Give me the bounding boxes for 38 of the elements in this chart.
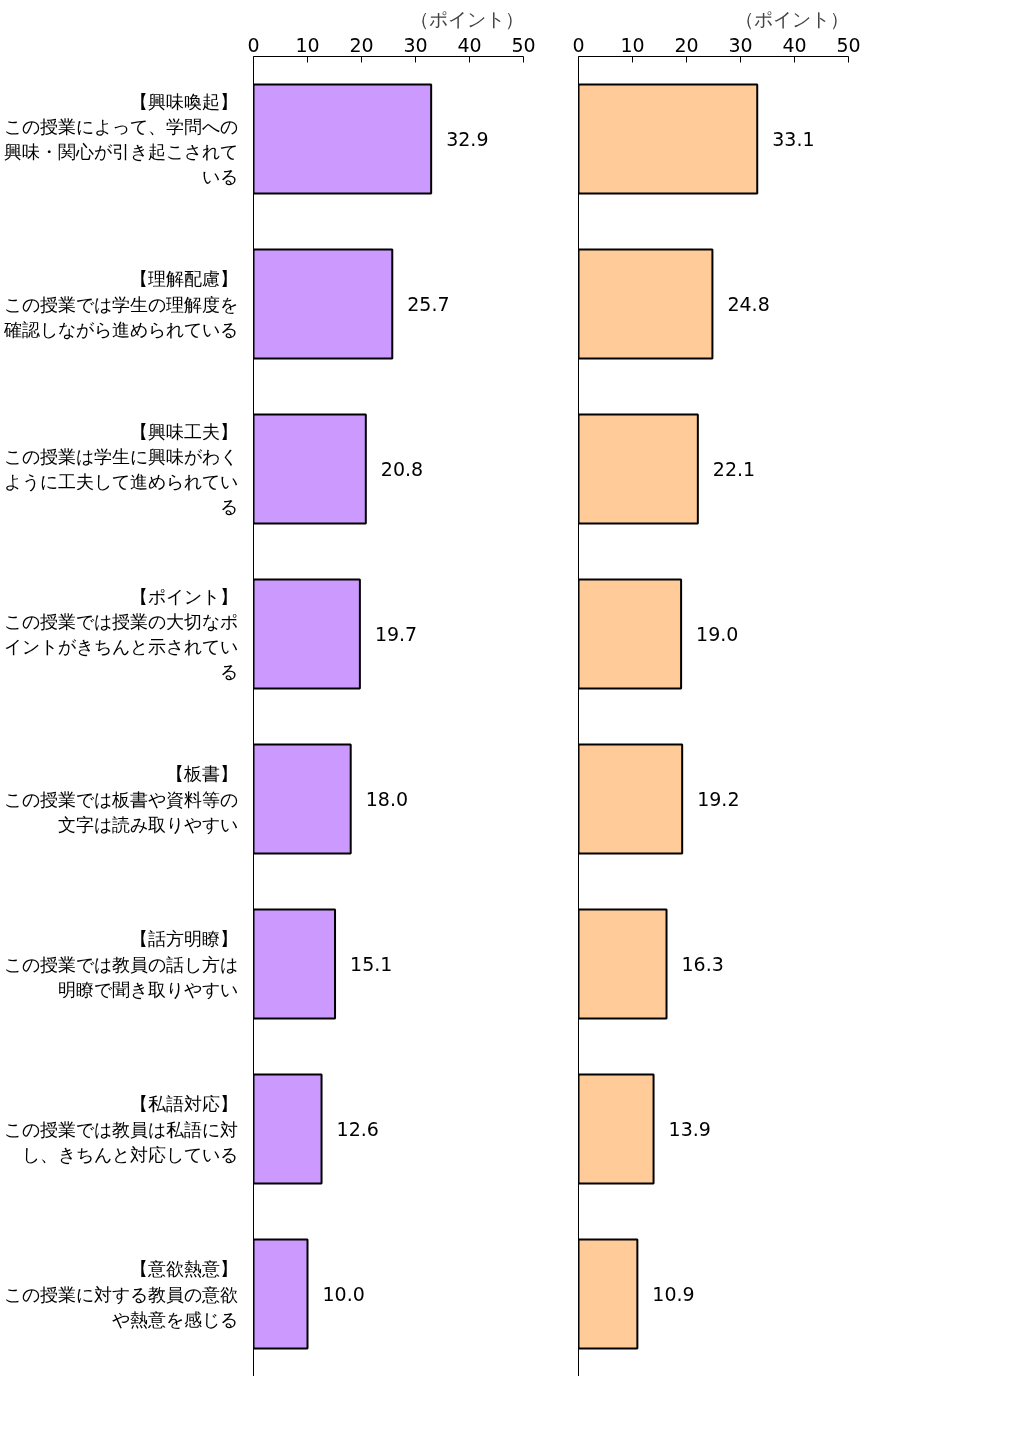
y-tick-label: 【興味喚起】この授業によって、学問への興味・関心が引き起こされている (3, 90, 238, 188)
y-tick-label: 【意欲熱意】この授業に対する教員の意欲や熱意を感じる (3, 1258, 238, 1330)
x-tick-label: 50 (511, 33, 536, 56)
data-label: 22.1 (712, 458, 756, 480)
x-tick-label: 10 (620, 33, 645, 56)
data-label: 33.1 (772, 128, 815, 150)
x-tick-label: 20 (674, 33, 699, 56)
data-label: 20.8 (380, 458, 424, 480)
x-tick-label: 0 (247, 33, 260, 56)
data-label: 15.1 (350, 953, 393, 975)
data-label: 19.7 (374, 623, 418, 645)
x-tick-label: 20 (349, 33, 374, 56)
x-axis-title: （ポイント） (734, 7, 849, 30)
x-tick-label: 30 (728, 33, 753, 56)
x-tick-label: 10 (295, 33, 320, 56)
data-label: 10.0 (322, 1283, 365, 1305)
x-tick-label: 0 (572, 33, 585, 56)
data-label: 10.9 (652, 1283, 695, 1305)
y-tick-label: 【板書】この授業では板書や資料等の文字は読み取りやすい (3, 763, 238, 835)
data-label: 12.6 (336, 1118, 379, 1140)
x-axis-title: （ポイント） (409, 7, 524, 30)
data-label: 13.9 (668, 1118, 711, 1140)
y-tick-label: 【私語対応】この授業では教員は私語に対し、きちんと対応している (3, 1093, 238, 1165)
x-tick-label: 40 (782, 33, 807, 56)
y-tick-label: 【ポイント】この授業では授業の大切なポイントがきちんと示されている (3, 585, 238, 683)
x-tick-label: 30 (403, 33, 428, 56)
data-label: 19.0 (696, 623, 739, 645)
y-tick-label: 【理解配慮】この授業では学生の理解度を確認しながら進められている (2, 268, 238, 340)
y-tick-label: 【興味工夫】この授業は学生に興味がわくように工夫して進められている (3, 420, 238, 518)
data-label: 25.7 (407, 293, 450, 315)
x-tick-label: 50 (836, 33, 861, 56)
data-label: 24.8 (727, 293, 770, 315)
x-tick-label: 40 (457, 33, 482, 56)
data-label: 16.3 (681, 953, 724, 975)
data-label: 18.0 (365, 788, 409, 810)
data-label: 32.9 (446, 128, 489, 150)
data-label: 19.2 (697, 788, 740, 810)
y-tick-label: 【話方明瞭】この授業では教員の話し方は明瞭で聞き取りやすい (3, 928, 238, 1000)
